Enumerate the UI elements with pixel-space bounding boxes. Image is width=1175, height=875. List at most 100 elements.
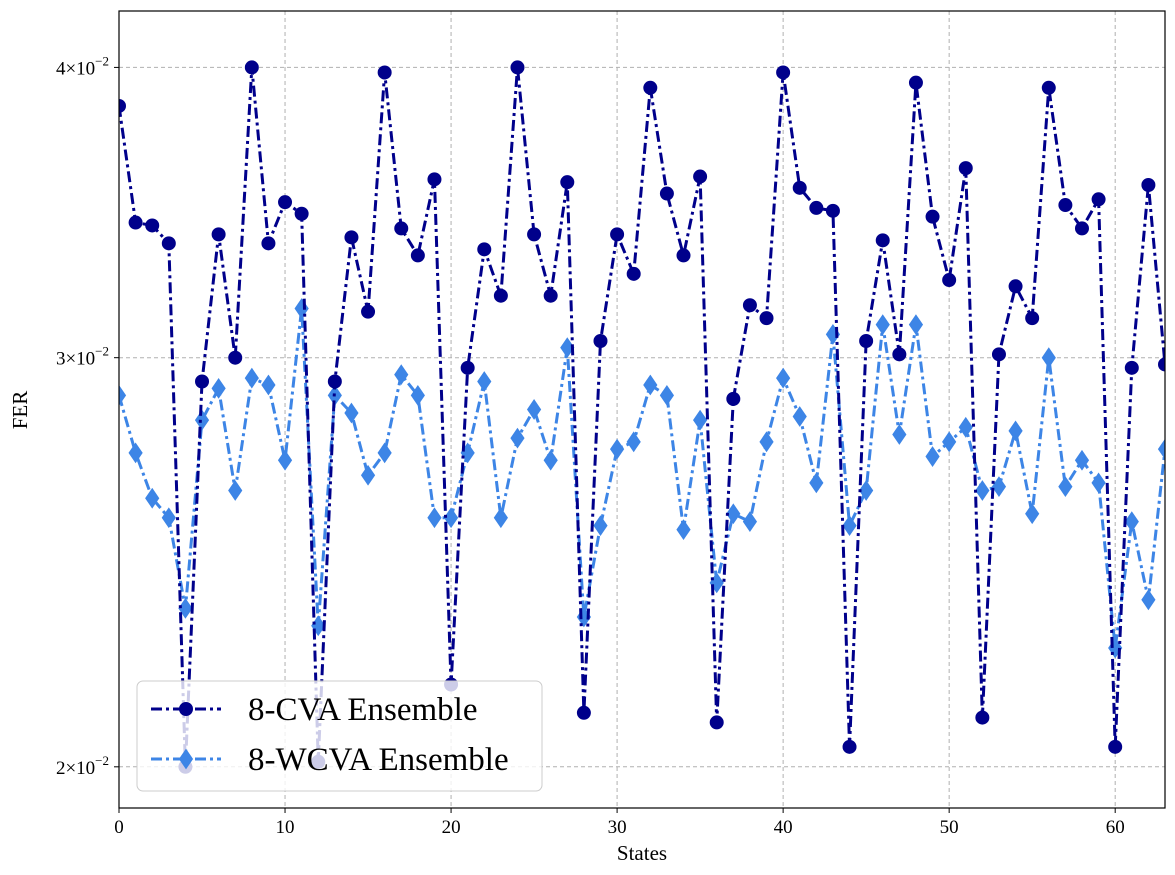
data-point-wcva: [1124, 511, 1139, 533]
data-point-cva: [527, 227, 542, 242]
y-tick-label: 4×10−2: [56, 53, 109, 79]
data-point-wcva: [958, 416, 973, 438]
x-tick-label: 60: [1106, 817, 1125, 838]
data-point-wcva: [377, 442, 392, 464]
data-point-cva: [842, 739, 857, 754]
data-point-cva: [410, 248, 425, 263]
data-point-wcva: [526, 399, 542, 420]
data-point-cva: [942, 273, 957, 288]
data-point-cva: [244, 60, 259, 75]
legend: 8-CVA Ensemble 8-WCVA Ensemble: [136, 680, 543, 792]
data-point-cva: [161, 236, 176, 251]
data-point-cva: [610, 227, 625, 242]
data-point-wcva: [477, 371, 492, 392]
data-point-wcva: [443, 507, 459, 529]
data-point-cva: [1141, 177, 1156, 192]
data-point-cva: [394, 221, 409, 236]
data-point-wcva: [119, 384, 127, 406]
data-point-wcva: [1091, 472, 1106, 494]
data-point-wcva: [1058, 476, 1073, 498]
data-point-wcva: [908, 314, 924, 335]
data-point-wcva: [344, 402, 359, 424]
data-point-wcva: [975, 480, 990, 501]
data-point-cva: [377, 65, 392, 80]
data-point-cva: [709, 715, 724, 730]
data-point-cva: [327, 374, 342, 389]
data-point-cva: [145, 218, 160, 233]
data-point-cva: [477, 242, 492, 257]
data-point-wcva: [792, 406, 807, 427]
x-tick-label: 20: [442, 817, 461, 838]
legend-box: [136, 680, 543, 792]
data-point-wcva: [643, 374, 658, 396]
data-point-cva: [361, 304, 376, 319]
data-point-wcva: [261, 374, 276, 396]
data-point-cva: [1058, 198, 1073, 213]
legend-marker-wcva: [178, 748, 194, 770]
data-point-cva: [742, 298, 757, 313]
data-point-cva: [128, 215, 143, 230]
data-point-wcva: [1141, 589, 1156, 611]
data-point-wcva: [427, 507, 442, 529]
data-point-wcva: [1008, 420, 1023, 442]
data-point-wcva: [1025, 503, 1040, 525]
series-wcva: [119, 298, 1165, 659]
data-point-wcva: [277, 449, 293, 471]
data-point-wcva: [194, 409, 210, 431]
data-point-wcva: [842, 515, 857, 537]
data-point-cva: [543, 288, 558, 303]
data-point-cva: [693, 169, 708, 184]
data-point-wcva: [394, 364, 409, 386]
data-point-cva: [958, 161, 973, 176]
series-cva: [119, 60, 1165, 774]
data-point-wcva: [543, 449, 558, 471]
data-point-wcva: [809, 472, 824, 494]
data-point-cva: [776, 65, 791, 80]
data-point-wcva: [1157, 438, 1165, 460]
plot-frame: [118, 10, 1166, 809]
data-point-wcva: [693, 409, 708, 431]
series-line-cva: [119, 65, 1165, 769]
x-tick-label: 0: [114, 817, 124, 838]
data-point-cva: [659, 186, 674, 201]
data-point-wcva: [659, 384, 675, 406]
data-point-wcva: [228, 480, 243, 501]
data-point-cva: [925, 209, 940, 224]
y-axis-label: FER: [8, 391, 32, 430]
data-point-cva: [211, 227, 226, 242]
legend-label-cva: 8-CVA Ensemble: [248, 692, 477, 728]
series-group: [119, 60, 1165, 774]
x-tick-label: 10: [276, 817, 295, 838]
data-point-wcva: [510, 427, 525, 449]
data-point-cva: [809, 200, 824, 215]
data-point-wcva: [892, 424, 907, 445]
data-point-cva: [676, 248, 691, 263]
legend-label-wcva: 8-WCVA Ensemble: [248, 742, 509, 778]
data-point-cva: [278, 195, 293, 210]
data-point-wcva: [211, 378, 226, 399]
x-axis-label: States: [617, 841, 667, 865]
data-point-cva: [593, 334, 608, 349]
series-clip-group: [119, 60, 1165, 774]
data-point-cva: [195, 374, 210, 389]
data-point-cva: [792, 180, 807, 195]
data-point-cva: [344, 230, 359, 245]
data-point-cva: [975, 710, 990, 725]
data-point-cva: [1025, 311, 1040, 326]
data-point-wcva: [493, 507, 508, 529]
data-point-cva: [643, 80, 658, 95]
data-point-wcva: [161, 507, 176, 529]
data-point-cva: [460, 360, 475, 375]
data-point-wcva: [244, 367, 259, 389]
x-tick-label: 40: [774, 817, 793, 838]
data-point-wcva: [410, 384, 425, 406]
y-tick-label: 2×10−2: [56, 753, 109, 779]
data-point-wcva: [942, 431, 957, 453]
data-point-cva: [261, 236, 276, 251]
data-point-cva: [119, 98, 126, 113]
data-point-cva: [908, 75, 923, 90]
data-point-cva: [427, 172, 442, 187]
data-point-cva: [892, 347, 907, 362]
data-point-wcva: [626, 431, 641, 453]
data-point-cva: [626, 266, 641, 281]
